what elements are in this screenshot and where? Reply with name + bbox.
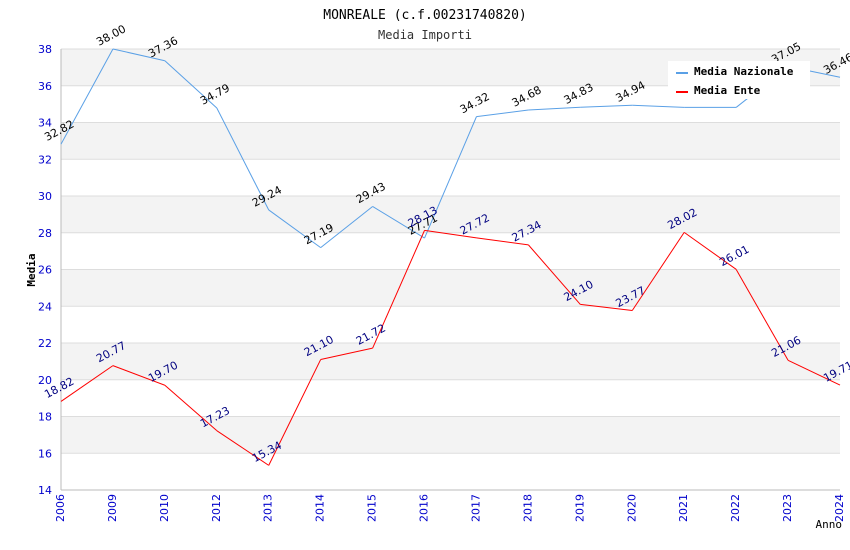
data-label-media-nazionale: 38.00 <box>94 22 128 48</box>
line-segment-media-ente <box>112 365 166 386</box>
line-segment-media-nazionale <box>528 106 581 111</box>
line-segment-media-ente <box>528 244 581 305</box>
line-segment-media-nazionale <box>164 60 218 109</box>
x-tick-label: 2020 <box>625 494 638 522</box>
y-tick-label: 26 <box>38 264 52 277</box>
legend-label-media-ente: Media Ente <box>694 84 761 97</box>
line-segment-media-ente <box>787 359 841 386</box>
line-segment-media-ente <box>372 230 425 349</box>
y-tick-label: 32 <box>38 153 52 166</box>
plot-band <box>61 196 840 233</box>
line-segment-media-ente <box>60 365 114 402</box>
x-tick-label: 2014 <box>314 494 327 522</box>
x-tick-labels: 2006 2009 2010 2012 2013 2014 2015 2016 2017 2018… <box>54 494 846 522</box>
y-tick-label: 36 <box>38 80 52 93</box>
y-tick-label: 38 <box>38 43 52 56</box>
x-axis-label: Anno <box>816 518 843 531</box>
x-tick-label: 2021 <box>677 494 690 522</box>
legend-label-media-nazionale: Media Nazionale <box>694 65 794 78</box>
plot-band <box>61 269 840 307</box>
line-segment-media-nazionale <box>580 104 633 108</box>
y-tick-label: 18 <box>38 411 52 424</box>
chart-title: MONREALE (c.f.00231740820) <box>323 8 527 23</box>
line-segment-media-ente <box>216 430 270 466</box>
y-tick-label: 24 <box>38 300 52 313</box>
x-tick-label: 2017 <box>469 494 482 522</box>
x-tick-label: 2010 <box>158 494 171 522</box>
line-segment-media-nazionale <box>216 107 270 211</box>
line-segment-media-nazionale <box>112 48 165 62</box>
line-segment-media-ente <box>320 347 373 361</box>
legend: Media Nazionale Media Ente <box>668 61 810 99</box>
x-tick-label: 2023 <box>781 494 794 522</box>
line-segment-media-ente <box>164 384 218 432</box>
line-segment-media-nazionale <box>372 206 425 239</box>
x-tick-label: 2006 <box>54 494 67 522</box>
line-segment-media-ente <box>476 237 529 246</box>
x-tick-label: 2016 <box>418 494 431 522</box>
chart-subtitle: Media Importi <box>378 28 472 42</box>
y-tick-label: 14 <box>38 484 52 497</box>
y-tick-label: 28 <box>38 227 52 240</box>
x-tick-label: 2019 <box>573 494 586 522</box>
x-tick-label: 2009 <box>106 494 119 522</box>
line-segment-media-ente <box>683 231 737 270</box>
line-segment-media-nazionale <box>60 48 114 145</box>
plot-band <box>61 306 840 343</box>
line-segment-media-nazionale <box>476 109 529 118</box>
x-tick-label: 2022 <box>729 494 742 522</box>
line-segment-media-ente <box>424 229 477 239</box>
plot-bands <box>61 49 840 490</box>
line-segment-media-nazionale <box>320 206 373 249</box>
y-tick-label: 16 <box>38 447 52 460</box>
plot-band <box>61 122 840 160</box>
line-segment-media-nazionale <box>632 104 685 108</box>
legend-box <box>668 61 810 99</box>
y-tick-label: 34 <box>38 117 52 130</box>
y-tick-label: 30 <box>38 190 52 203</box>
line-segment-media-nazionale <box>268 209 321 249</box>
x-tick-label: 2015 <box>366 494 379 522</box>
x-tick-label: 2018 <box>521 494 534 522</box>
y-tick-label: 22 <box>38 337 52 350</box>
line-segment-media-ente <box>580 303 633 311</box>
x-tick-label: 2013 <box>262 494 275 522</box>
y-tick-label: 20 <box>38 374 52 387</box>
y-tick-labels: 14 16 18 20 22 24 26 28 30 32 34 36 38 <box>38 43 52 497</box>
line-segment-media-ente <box>735 269 789 361</box>
plot-band <box>61 379 840 417</box>
y-axis-label: Media <box>25 253 38 286</box>
plot-band <box>61 416 840 454</box>
line-segment-media-nazionale <box>424 116 477 239</box>
plot-band <box>61 453 840 490</box>
x-tick-label: 2024 <box>833 494 846 522</box>
line-segment-media-ente <box>268 359 322 466</box>
line-segment-media-ente <box>631 232 685 311</box>
x-tick-label: 2012 <box>210 494 223 522</box>
plot-band <box>61 343 840 380</box>
